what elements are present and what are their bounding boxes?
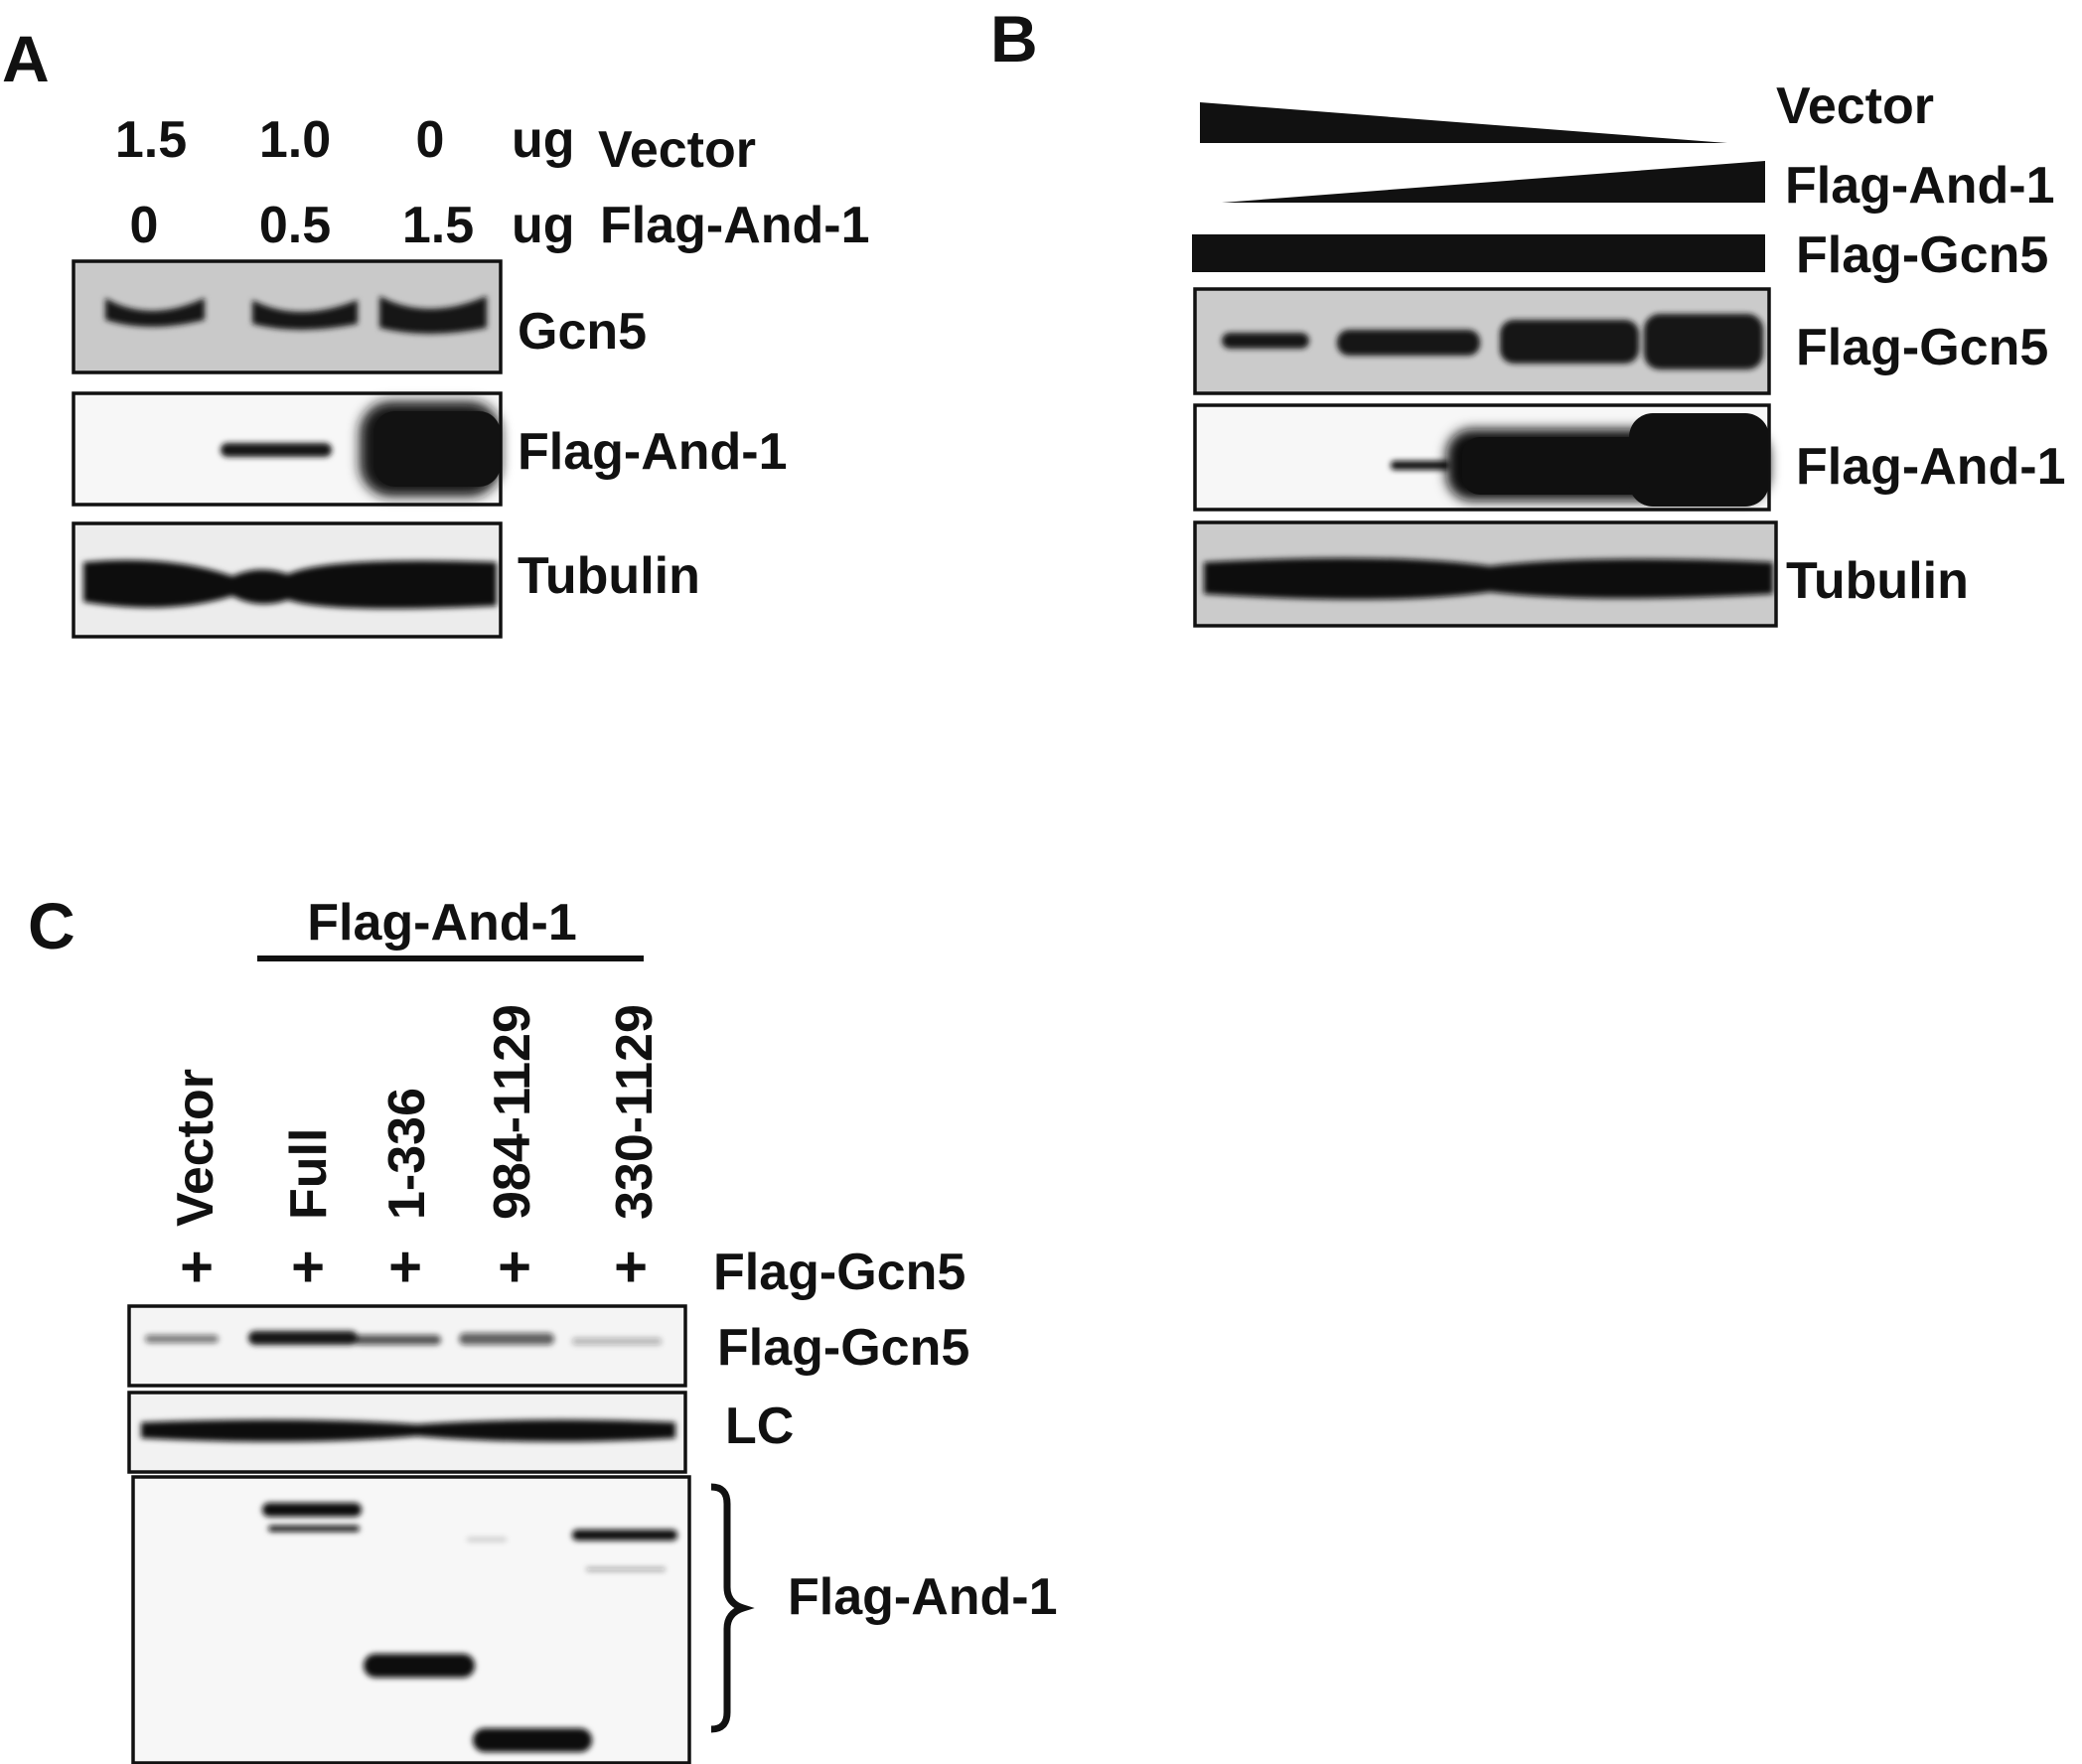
panel-a: A 1.5 1.0 0 ug Vector 0 0.5 1.5 ug Flag-… [2, 22, 870, 639]
lane-label-1-336: 1-336 [378, 1088, 436, 1220]
and1-unit: ug [512, 197, 575, 254]
blot-label-b-flag-gcn5: Flag-Gcn5 [1796, 319, 2048, 376]
vector-amount-lane-1: 1.5 [115, 111, 187, 169]
blot-label-c-lc: LC [725, 1397, 794, 1455]
panel-b-letter: B [990, 2, 1038, 75]
blot-label-flag-and1: Flag-And-1 [518, 423, 788, 481]
group-label-flag-and1: Flag-And-1 [307, 894, 577, 952]
panel-c-letter: C [28, 889, 75, 962]
vector-amount-lane-3: 0 [416, 111, 445, 169]
vector-amount-lane-2: 1.0 [259, 111, 331, 169]
vector-label: Vector [598, 121, 756, 179]
lane-label-330-1129: 330-1129 [606, 1004, 664, 1220]
gcn5-constant-bar [1192, 234, 1765, 272]
blot-c-flag-gcn5 [127, 1304, 687, 1388]
lane-label-full: Full [280, 1128, 338, 1220]
lane-label-984-1129: 984-1129 [484, 1004, 541, 1220]
blot-label-tubulin: Tubulin [518, 547, 700, 605]
and1-amount-lane-3: 1.5 [402, 197, 474, 254]
and1-label: Flag-And-1 [600, 197, 870, 254]
blot-label-gcn5: Gcn5 [518, 303, 647, 361]
blot-label-c-flag-and1: Flag-And-1 [788, 1568, 1058, 1626]
treatment-flag-and1: Flag-And-1 [1785, 157, 2055, 215]
plus-lane-3: + [388, 1235, 422, 1299]
vector-decreasing-wedge [1200, 102, 1727, 143]
plus-lane-2: + [291, 1235, 325, 1299]
plus-lane-5: + [614, 1235, 648, 1299]
blot-b-flag-gcn5 [1193, 287, 1771, 395]
treatment-flag-gcn5: Flag-Gcn5 [1796, 226, 2048, 284]
and1-increasing-wedge [1222, 161, 1765, 203]
blot-tubulin [72, 521, 503, 639]
panel-c: C Flag-And-1 Vector Full 1-336 984-1129 … [28, 889, 1058, 1764]
blot-gcn5 [72, 259, 503, 374]
blot-b-tubulin [1193, 520, 1778, 628]
blot-c-lc [127, 1391, 687, 1474]
lane-label-vector: Vector [167, 1069, 224, 1227]
blot-flag-and1 [72, 391, 503, 507]
panel-b: B Vector Flag-And-1 Flag-Gcn5 Flag-Gcn5 [990, 2, 2066, 628]
blot-b-flag-and1 [1193, 403, 1771, 512]
plus-lane-1: + [180, 1235, 214, 1299]
panel-a-letter: A [2, 22, 50, 95]
treatment-vector: Vector [1776, 77, 1934, 135]
blot-label-c-flag-gcn5: Flag-Gcn5 [717, 1319, 969, 1377]
and1-amount-lane-1: 0 [130, 197, 159, 254]
blot-label-b-flag-and1: Flag-And-1 [1796, 438, 2066, 496]
and1-amount-lane-2: 0.5 [259, 197, 331, 254]
plus-lane-4: + [498, 1235, 531, 1299]
blot-label-b-tubulin: Tubulin [1786, 552, 1969, 610]
blot-c-flag-and1 [131, 1475, 691, 1764]
curly-brace [710, 1483, 755, 1733]
vector-unit: ug [512, 111, 575, 169]
cotransfected-label: Flag-Gcn5 [713, 1244, 966, 1301]
